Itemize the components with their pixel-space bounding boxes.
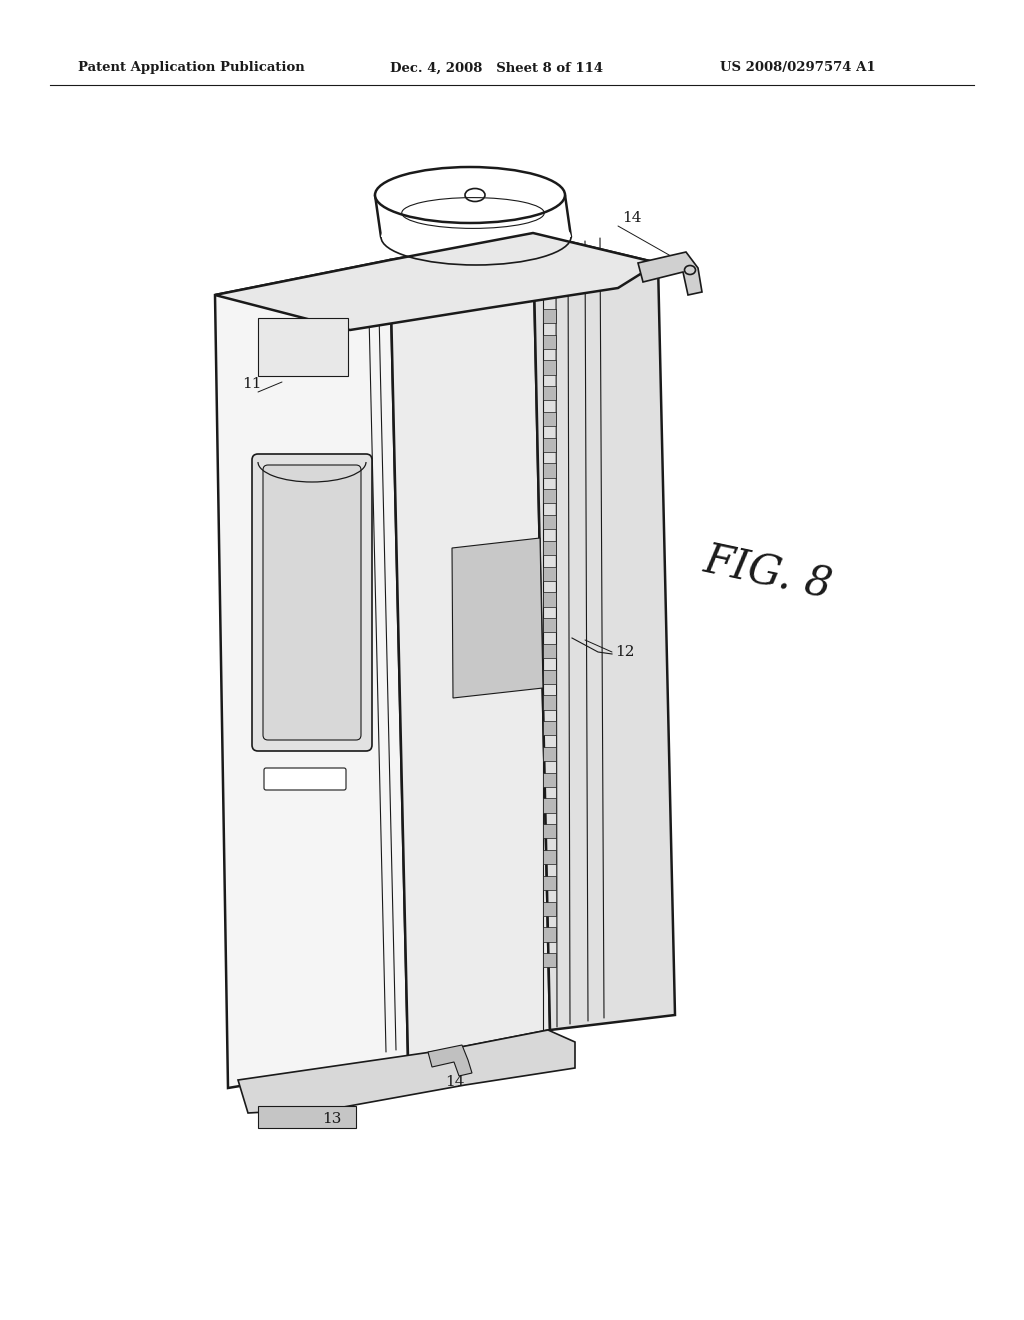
Polygon shape [452, 539, 543, 698]
Text: 11: 11 [242, 378, 261, 391]
Bar [543, 747, 556, 762]
Bar [543, 360, 556, 375]
Text: FIG. 8: FIG. 8 [700, 539, 836, 607]
Bar [258, 318, 348, 376]
Polygon shape [534, 234, 675, 1030]
Bar [543, 902, 556, 916]
Text: 13: 13 [322, 1111, 341, 1126]
Polygon shape [215, 234, 658, 330]
Bar [543, 850, 556, 865]
Bar [543, 566, 556, 581]
Bar [543, 618, 556, 632]
Bar [258, 1106, 356, 1129]
Bar [543, 721, 556, 735]
Bar [543, 541, 556, 554]
Bar [543, 875, 556, 890]
Bar [543, 928, 556, 941]
Bar [543, 644, 556, 659]
Bar [543, 799, 556, 813]
FancyBboxPatch shape [252, 454, 372, 751]
Text: Dec. 4, 2008   Sheet 8 of 114: Dec. 4, 2008 Sheet 8 of 114 [390, 62, 603, 74]
Bar [543, 438, 556, 451]
Bar [543, 772, 556, 787]
Text: US 2008/0297574 A1: US 2008/0297574 A1 [720, 62, 876, 74]
Bar [543, 953, 556, 968]
Bar [543, 515, 556, 529]
Bar [543, 335, 556, 348]
Bar [543, 412, 556, 426]
Bar [543, 696, 556, 710]
Polygon shape [238, 1030, 575, 1113]
Bar [543, 593, 556, 606]
Bar [543, 309, 556, 323]
Polygon shape [215, 260, 408, 1088]
FancyBboxPatch shape [264, 768, 346, 789]
Text: Patent Application Publication: Patent Application Publication [78, 62, 305, 74]
Bar [543, 387, 556, 400]
Text: 12: 12 [615, 645, 635, 659]
Bar [543, 490, 556, 503]
Text: 14: 14 [445, 1074, 465, 1089]
Text: 14: 14 [622, 211, 641, 224]
Ellipse shape [375, 168, 565, 223]
Bar [543, 824, 556, 838]
Polygon shape [638, 252, 702, 294]
FancyBboxPatch shape [263, 465, 361, 741]
Bar [543, 463, 556, 478]
Ellipse shape [381, 209, 571, 265]
Polygon shape [428, 1045, 472, 1076]
Polygon shape [390, 234, 550, 1059]
Bar [543, 669, 556, 684]
